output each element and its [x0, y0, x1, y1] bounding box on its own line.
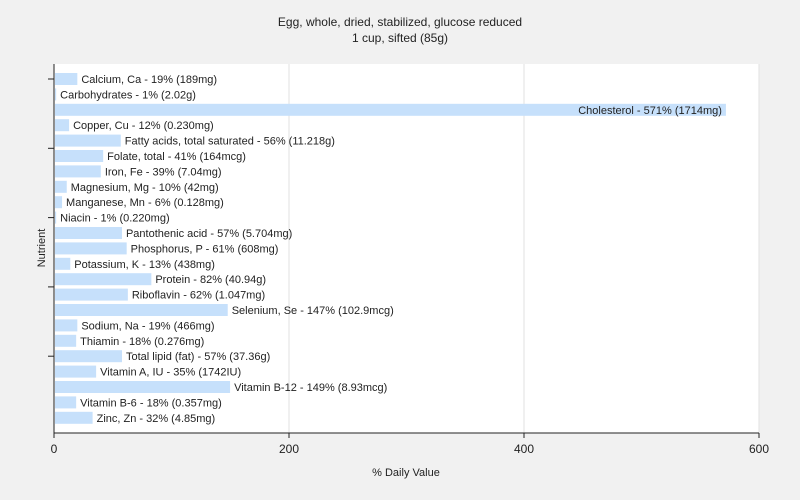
bar-label: Sodium, Na - 19% (466mg)	[81, 320, 214, 332]
bar-label: Total lipid (fat) - 57% (37.36g)	[126, 351, 270, 363]
bar	[55, 150, 104, 162]
bar-label: Riboflavin - 62% (1.047mg)	[132, 290, 265, 302]
bar-label: Manganese, Mn - 6% (0.128mg)	[66, 197, 224, 209]
bar-label: Magnesium, Mg - 10% (42mg)	[71, 182, 219, 194]
bar	[55, 196, 63, 209]
chart-title: Egg, whole, dried, stabilized, glucose r…	[0, 14, 800, 46]
bar	[55, 119, 70, 132]
bar	[55, 165, 101, 178]
bar	[55, 350, 122, 363]
bar-label: Vitamin B-6 - 18% (0.357mg)	[80, 397, 222, 409]
bar-label: Carbohydrates - 1% (2.02g)	[60, 89, 196, 101]
bar-label: Protein - 82% (40.94g)	[155, 274, 266, 286]
bar	[55, 103, 726, 116]
bar-label: Calcium, Ca - 19% (189mg)	[81, 74, 217, 86]
x-tick-label: 600	[749, 442, 769, 456]
gridlines	[288, 64, 760, 433]
bar-label: Fatty acids, total saturated - 56% (11.2…	[125, 136, 335, 148]
bar	[55, 381, 231, 393]
bar	[55, 134, 121, 147]
bar	[55, 273, 152, 286]
x-tick-label: 0	[51, 442, 58, 456]
bar	[55, 288, 128, 301]
bar-label: Niacin - 1% (0.220mg)	[60, 213, 169, 225]
bars-group: Calcium, Ca - 19% (189mg) Carbohydrates -…	[55, 73, 726, 425]
bar-label: Iron, Fe - 39% (7.04mg)	[105, 166, 222, 178]
bar	[55, 211, 57, 224]
bar	[55, 411, 93, 424]
bar-label: Cholesterol - 571% (1714mg)	[578, 105, 722, 117]
plot-area	[54, 64, 759, 433]
bar-label: Copper, Cu - 12% (0.230mg)	[73, 120, 214, 132]
bar	[55, 242, 127, 255]
bar-label: Pantothenic acid - 57% (5.704mg)	[126, 228, 292, 240]
y-axis-title: Nutrient	[36, 229, 48, 268]
bar	[55, 73, 78, 85]
bar-label: Selenium, Se - 147% (102.9mcg)	[232, 305, 394, 317]
bar	[55, 304, 228, 316]
bar	[55, 88, 57, 101]
bar	[55, 257, 71, 270]
chart-title-line: Egg, whole, dried, stabilized, glucose r…	[277, 15, 523, 29]
bar	[55, 396, 77, 409]
bar	[55, 365, 97, 378]
bar	[55, 334, 77, 347]
bar	[55, 180, 67, 193]
bar-label: Vitamin A, IU - 35% (1742IU)	[100, 367, 241, 379]
bar-label: Folate, total - 41% (164mcg)	[107, 151, 246, 163]
x-axis-title: % Daily Value	[372, 467, 440, 479]
x-tick-label: 200	[279, 442, 299, 456]
bar-label: Potassium, K - 13% (438mg)	[74, 259, 215, 271]
bar-label: Zinc, Zn - 32% (4.85mg)	[97, 413, 216, 425]
bar-label: Phosphorus, P - 61% (608mg)	[131, 243, 279, 255]
bar-label: Vitamin B-12 - 149% (8.93mcg)	[234, 382, 387, 394]
bar-label: Thiamin - 18% (0.276mg)	[80, 336, 204, 348]
bar	[55, 227, 122, 239]
x-tick-label: 400	[514, 442, 534, 456]
bar	[55, 319, 78, 332]
chart-subtitle-line: 1 cup, sifted (85g)	[351, 31, 449, 45]
axes-group: 0 200 400 600	[48, 64, 769, 456]
